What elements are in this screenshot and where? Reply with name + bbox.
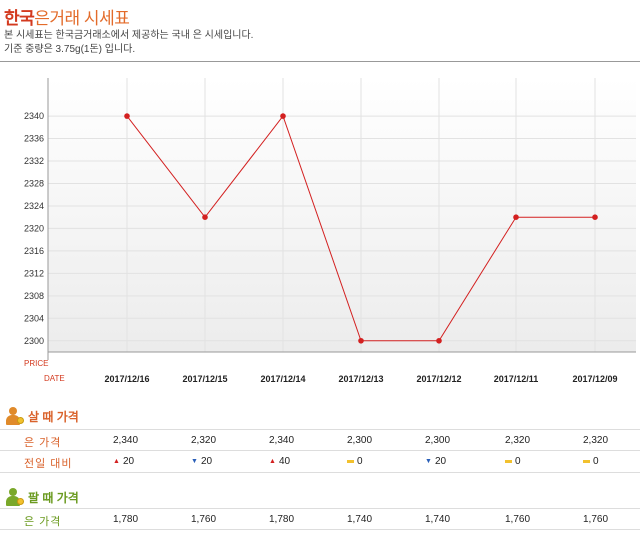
y-tick-label: 2316	[24, 246, 44, 256]
buy-change-row: 전일 대비 ▲ 20 ▼ 20 ▲ 40 0 ▼ 20 0 0	[0, 451, 640, 473]
down-arrow-icon: ▼	[425, 457, 432, 465]
up-arrow-icon: ▲	[113, 457, 120, 465]
x-tick-label: 2017/12/13	[338, 374, 383, 384]
buy-change-cell: 0	[505, 456, 575, 467]
plot-area	[48, 78, 636, 352]
sell-price-row: 은 가격 1,780 1,760 1,780 1,740 1,740 1,760 1,760	[0, 508, 640, 530]
y-tick-label: 2312	[24, 268, 44, 278]
buy-price-row: 은 가격 2,340 2,320 2,340 2,300 2,300 2,320 2,320	[0, 429, 640, 451]
buy-price-cell: 2,320	[191, 435, 217, 446]
data-point	[513, 214, 519, 220]
x-tick-label: 2017/12/15	[182, 374, 227, 384]
description-line-2: 기준 중량은 3.75g(1돈) 입니다.	[4, 44, 136, 55]
y-tick-label: 2320	[24, 223, 44, 233]
page-title-highlight: 한국	[4, 9, 35, 28]
buy-change-cell: ▼ 20	[191, 456, 261, 467]
y-tick-label: 2328	[24, 178, 44, 188]
x-tick-label: 2017/12/09	[572, 374, 617, 384]
y-tick-label: 2332	[24, 156, 44, 166]
sell-heading-label: 팔 때 가격	[28, 490, 79, 505]
description-line-1: 본 시세표는 한국금거래소에서 제공하는 국내 은 시세입니다.	[4, 30, 254, 41]
price-chart: 2300 2304 2308 2312 2316 2320 2324 2328 2332 2336…	[24, 78, 636, 384]
buy-change-cell: ▼ 20	[425, 456, 495, 467]
data-point	[358, 337, 364, 344]
y-tick-label: 2340	[24, 111, 44, 121]
data-point	[436, 337, 442, 344]
buy-heading: 살 때 가격	[4, 406, 79, 426]
data-point	[202, 214, 208, 220]
y-tick-label: 2324	[24, 201, 44, 211]
y-tick-label: 2300	[24, 336, 44, 346]
x-axis-title: DATE	[44, 374, 65, 383]
buy-change-label: 전일 대비	[24, 458, 73, 470]
change-value: 0	[593, 456, 599, 467]
y-tick-label: 2304	[24, 313, 44, 323]
header-divider	[0, 61, 640, 62]
buy-price-cell: 2,340	[269, 435, 295, 446]
page-title-rest: 은거래 시세표	[34, 9, 130, 28]
x-tick-label: 2017/12/11	[494, 374, 539, 384]
sell-price-cell: 1,760	[191, 514, 217, 525]
sell-price-cell: 1,740	[425, 514, 451, 525]
change-value: 0	[515, 456, 521, 467]
y-tick-label: 2336	[24, 134, 44, 144]
buy-change-cell: ▲ 20	[113, 456, 183, 467]
buy-price-cell: 2,320	[505, 435, 531, 446]
page-title: 한국은거래 시세표	[4, 4, 130, 29]
buy-change-cell: ▲ 40	[269, 456, 339, 467]
no-change-icon	[347, 460, 354, 463]
down-arrow-icon: ▼	[191, 457, 198, 465]
data-point	[124, 113, 130, 119]
buy-price-cell: 2,320	[583, 435, 609, 446]
no-change-icon	[583, 460, 590, 463]
x-tick-label: 2017/12/14	[260, 374, 305, 384]
change-value: 20	[122, 456, 135, 467]
data-point	[280, 113, 286, 119]
buy-change-cell: 0	[583, 456, 640, 467]
sell-price-cell: 1,740	[347, 514, 373, 525]
sell-price-cell: 1,760	[505, 514, 531, 525]
buy-price-cell: 2,300	[347, 435, 373, 446]
buy-price-cell: 2,340	[113, 435, 139, 446]
buyer-icon	[4, 406, 24, 426]
seller-icon	[4, 487, 24, 507]
sell-price-cell: 1,760	[583, 514, 609, 525]
y-axis-title: PRICE	[24, 359, 48, 368]
x-tick-label: 2017/12/16	[104, 374, 149, 384]
page-description: 본 시세표는 한국금거래소에서 제공하는 국내 은 시세입니다. 기준 중량은 …	[4, 29, 253, 57]
change-value: 20	[200, 456, 213, 467]
sell-price-cell: 1,780	[113, 514, 139, 525]
buy-change-cell: 0	[347, 456, 417, 467]
sell-price-label: 은 가격	[24, 516, 62, 528]
buy-price-cell: 2,300	[425, 435, 451, 446]
buy-price-label: 은 가격	[24, 437, 62, 449]
change-value: 20	[434, 456, 447, 467]
no-change-icon	[505, 460, 512, 463]
up-arrow-icon: ▲	[269, 457, 276, 465]
change-value: 40	[278, 456, 291, 467]
buy-heading-label: 살 때 가격	[28, 409, 79, 424]
sell-price-cell: 1,780	[269, 514, 295, 525]
data-point	[592, 214, 598, 220]
x-tick-label: 2017/12/12	[416, 374, 461, 384]
change-value: 0	[357, 456, 363, 467]
y-tick-label: 2308	[24, 291, 44, 301]
sell-heading: 팔 때 가격	[4, 487, 79, 507]
